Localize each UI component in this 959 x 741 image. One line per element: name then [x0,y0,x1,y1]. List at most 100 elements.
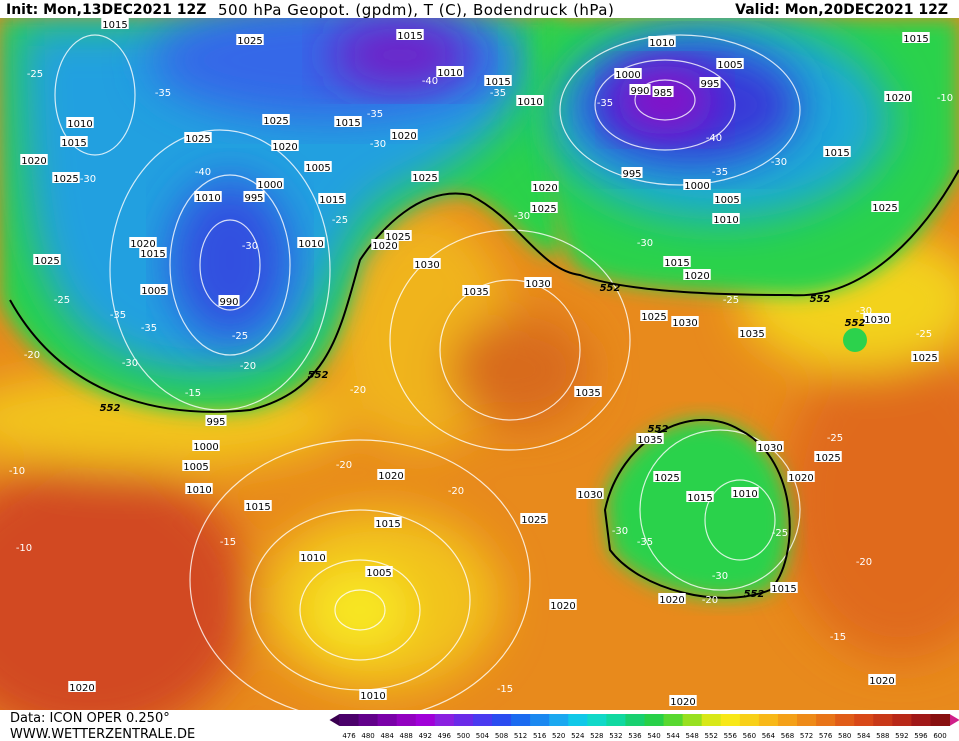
pressure-label: 1005 [304,161,332,174]
colorbar-label: 588 [876,732,889,740]
colorbar-swatch [453,714,474,726]
pressure-label-box [205,415,227,426]
pressure-label-box [756,441,784,452]
pressure-label-box [549,599,577,610]
temperature-label-text: -20 [350,385,366,396]
temperature-label-text: -20 [240,361,256,372]
temperature-label-text: -25 [54,295,70,306]
pressure-label-text: 1015 [319,195,344,206]
pressure-label-box [262,114,290,125]
pressure-label: 1020 [271,140,299,153]
pressure-label-text: 1000 [193,442,218,453]
pressure-label-box [524,277,552,288]
pressure-label-box [669,695,697,706]
pressure-label-text: 1020 [670,697,695,708]
pressure-label-box [299,551,327,562]
temperature-label: -35 [637,537,653,548]
pressure-label: 1035 [462,285,490,298]
temperature-label: -30 [122,358,138,369]
temperature-label-text: -10 [937,93,953,104]
colorbar-swatch [682,714,703,726]
pressure-label-box [911,351,939,362]
temperature-label-text: -15 [497,684,513,695]
pressure-label: 1020 [868,674,896,687]
temperature-label-text: -35 [490,88,506,99]
pressure-label-text: 995 [700,79,719,90]
pressure-label-box [129,237,157,248]
colorbar-label: 596 [914,732,928,740]
geopotential-label-text: 552 [100,403,121,414]
pressure-label: 1015 [318,193,346,206]
pressure-label: 1025 [184,132,212,145]
pressure-label: 995 [243,191,265,204]
pressure-label: 1035 [636,433,664,446]
colorbar-swatch [491,714,512,726]
pressure-label: 1020 [787,471,815,484]
pressure-label-box [683,269,711,280]
pressure-label-text: 1020 [391,131,416,142]
temperature-label: -40 [195,167,211,178]
colorbar-swatch [625,714,645,726]
colorbar-swatch [930,714,951,726]
pressure-label: 1015 [139,247,167,260]
colorbar-swatch [873,714,893,726]
pressure-label-box [863,313,891,324]
website: WWW.WETTERZENTRALE.DE [10,727,195,741]
temperature-label-text: -20 [448,486,464,497]
pressure-label-text: 1025 [185,134,210,145]
pressure-label-text: 1015 [771,584,796,595]
temperature-label: -20 [240,361,256,372]
pressure-label-text: 1015 [335,118,360,129]
pressure-label-text: 990 [219,297,238,308]
pressure-label-text: 1030 [757,443,782,454]
temperature-label: -15 [220,537,236,548]
pressure-label-text: 1025 [34,256,59,267]
pressure-label: 1020 [390,129,418,142]
temperature-label: -30 [370,139,386,150]
colorbar-arrow-right [949,714,959,726]
temperature-label: -35 [712,167,728,178]
pressure-label-text: 1010 [186,485,211,496]
pressure-label: 1010 [731,487,759,500]
geopotential-label-text: 552 [648,424,669,435]
pressure-label: 1015 [374,517,402,530]
pressure-label-box [334,116,362,127]
pressure-label: 1015 [101,18,129,31]
pressure-label: 1020 [20,154,48,167]
pressure-label-text: 985 [653,88,672,99]
pressure-label-box [823,146,851,157]
pressure-label: 1020 [377,469,405,482]
pressure-label-box [184,132,212,143]
colorbar-swatch [758,714,779,726]
pressure-label-box [60,136,88,147]
colorbar-label: 500 [457,732,470,740]
temperature-label: -30 [612,526,628,537]
pressure-label: 1020 [658,593,686,606]
colorbar-label: 484 [380,732,394,740]
colorbar-label: 556 [724,732,738,740]
colorbar-label: 508 [495,732,508,740]
pressure-label-box [614,68,642,79]
pressure-label-text: 1020 [788,473,813,484]
colorbar-swatch [568,714,588,726]
init-time: Init: Mon,13DEC2021 12Z [6,2,206,18]
pressure-label: 1015 [902,32,930,45]
colorbar-label: 488 [400,732,413,740]
pressure-label: 1025 [384,230,412,243]
temperature-label-text: -30 [122,358,138,369]
pressure-label: 1015 [663,256,691,269]
pressure-label: 990 [629,84,651,97]
pressure-label-box [671,316,699,327]
temperature-label: -30 [514,211,530,222]
temperature-label: -30 [771,157,787,168]
temperature-label: -10 [937,93,953,104]
pressure-label-text: 1015 [485,77,510,88]
temperature-label: -10 [16,543,32,554]
temperature-label: -25 [772,528,788,539]
pressure-label: 1030 [524,277,552,290]
colorbar-swatch [739,714,760,726]
pressure-label-box [377,469,405,480]
pressure-label-text: 1025 [521,515,546,526]
pressure-label-box [244,500,272,511]
